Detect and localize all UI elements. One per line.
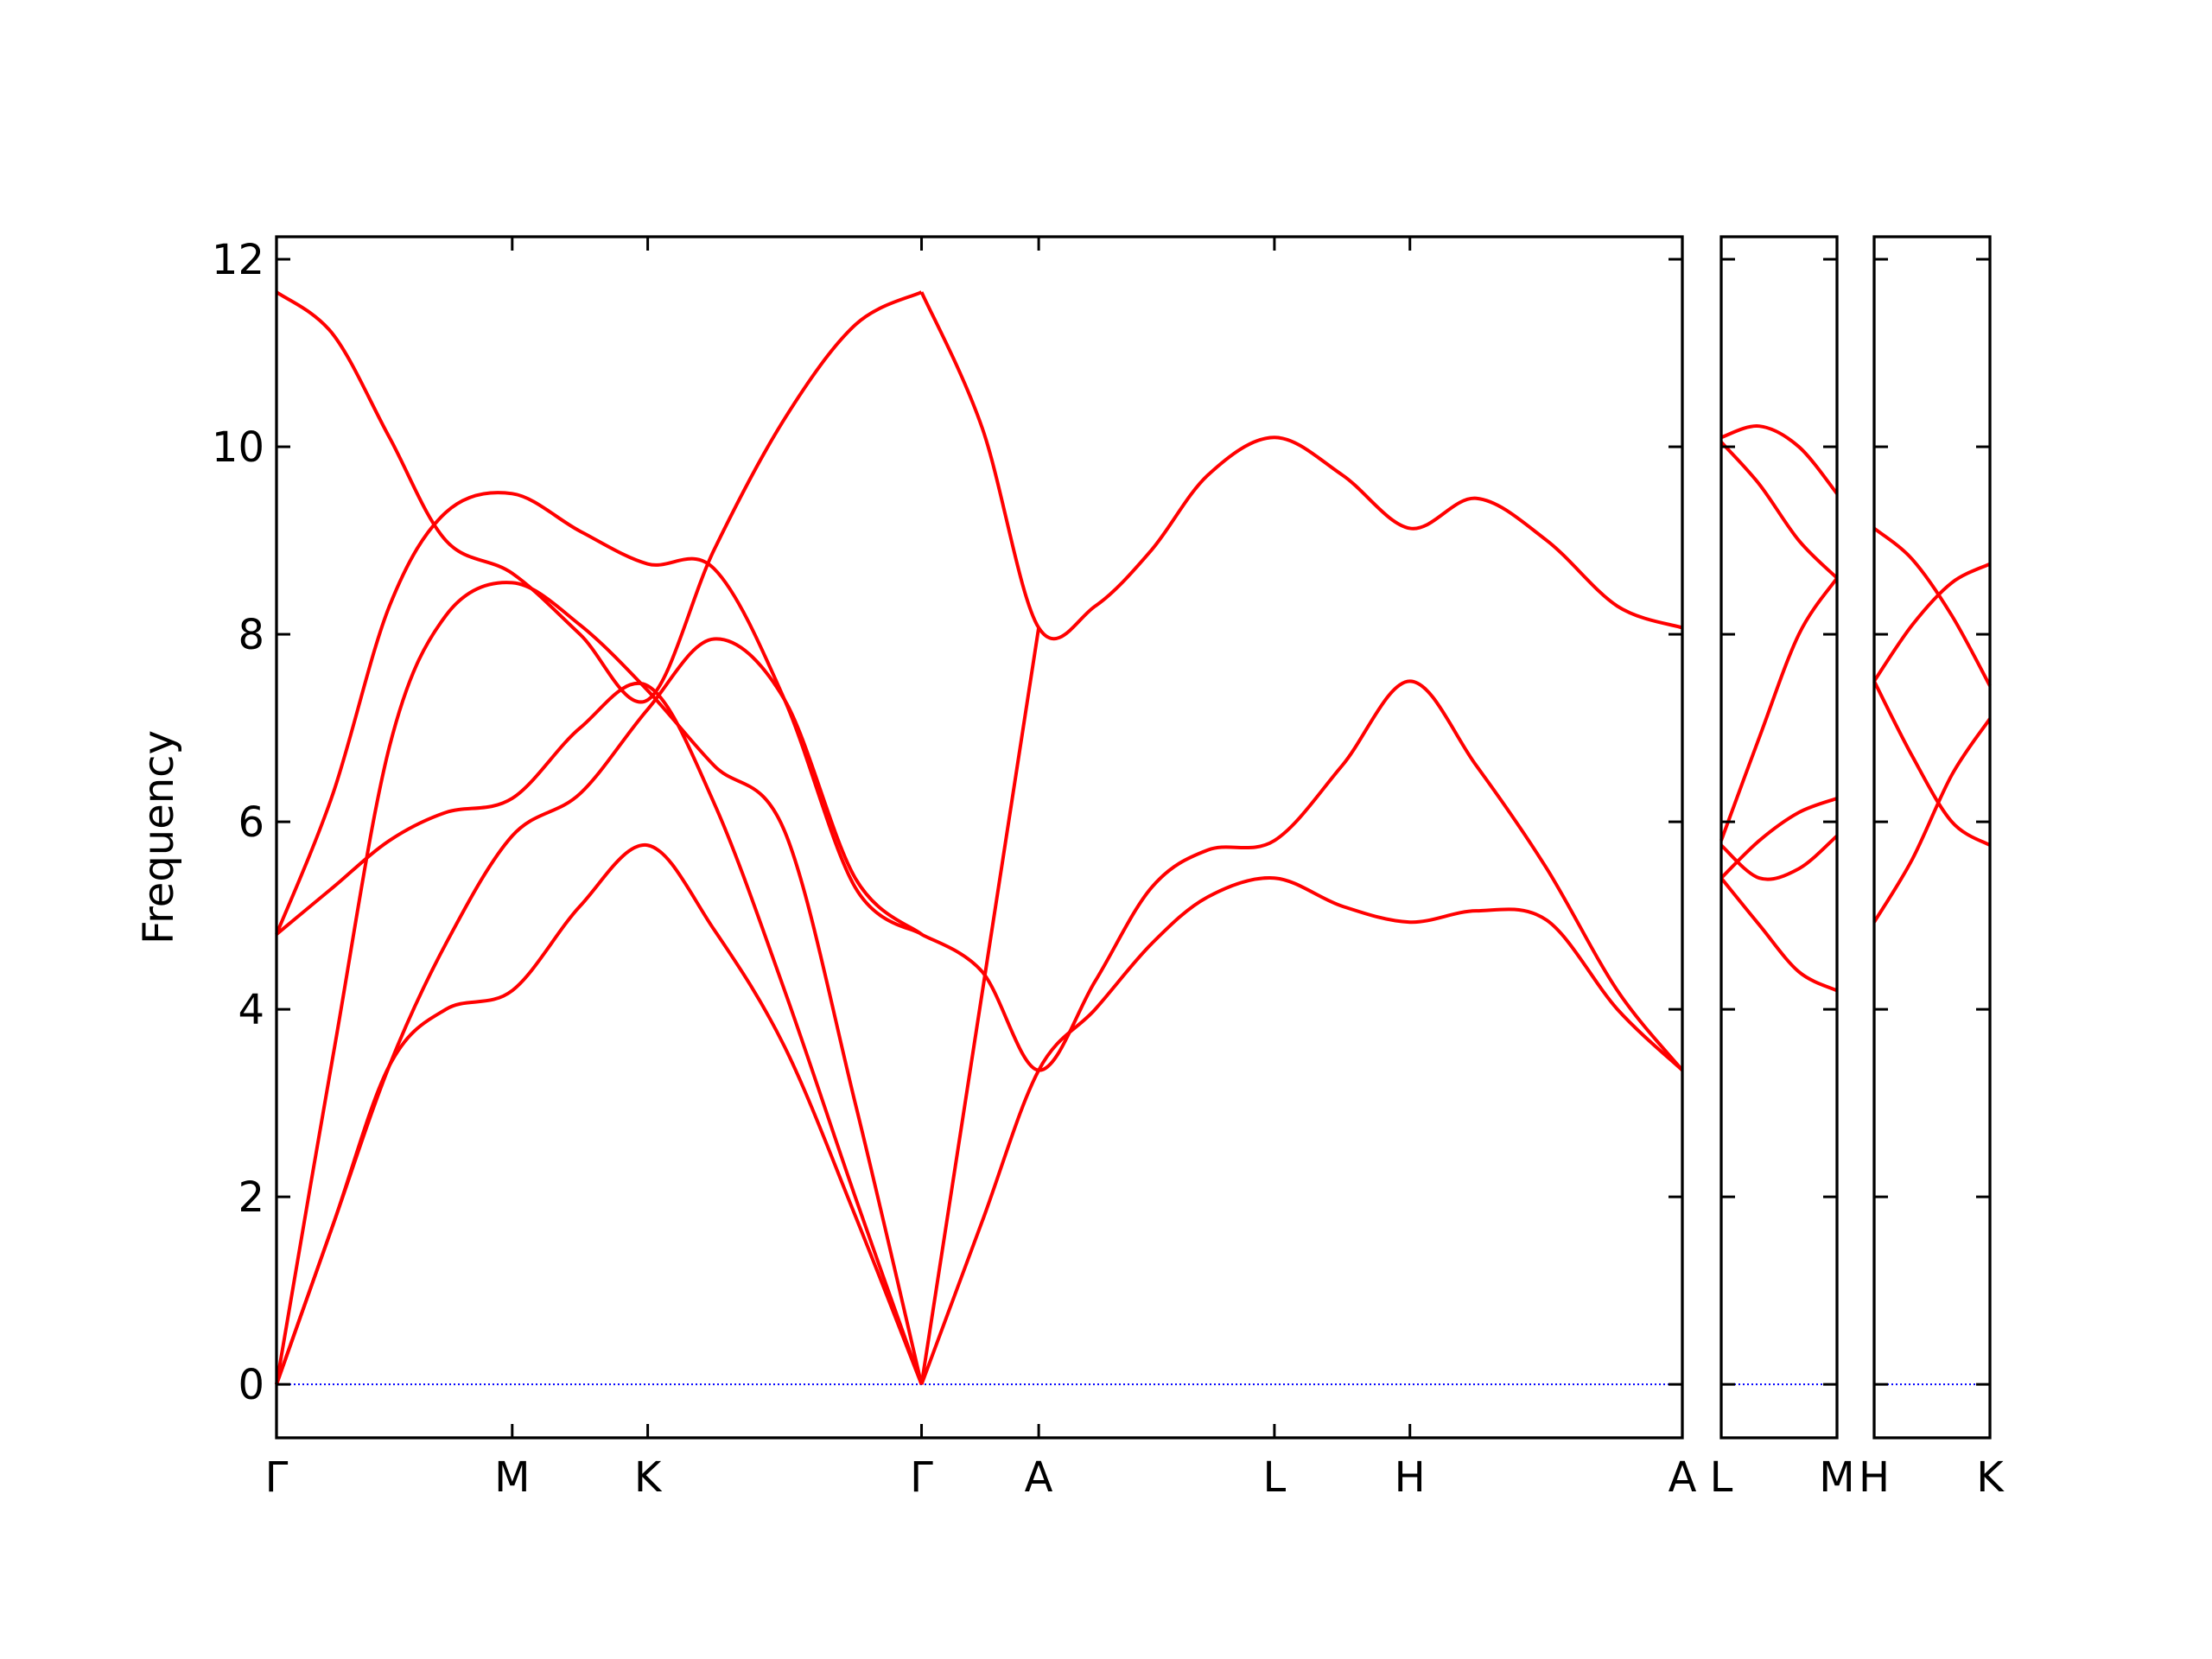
plot-frame: [1719, 235, 1839, 1440]
plot-frame: [1872, 235, 1992, 1440]
band-line: [275, 637, 923, 1385]
band-line: [1872, 562, 1991, 683]
band-line: [1872, 526, 1992, 687]
x-tick-label: A: [1669, 1453, 1697, 1502]
x-tick-label: A: [1025, 1453, 1053, 1502]
x-tick-label: L: [1263, 1453, 1287, 1502]
x-tick-label: Γ: [265, 1453, 289, 1502]
band-line: [920, 679, 1684, 1072]
x-tick-label: H: [1395, 1453, 1426, 1502]
y-tick-label: 10: [212, 423, 264, 472]
x-tick-label: M: [494, 1453, 530, 1502]
band-line: [1872, 680, 1992, 847]
y-tick-label: 0: [238, 1361, 264, 1409]
band-line: [275, 581, 924, 1385]
band-line: [275, 290, 923, 704]
x-tick-label: Γ: [910, 1453, 933, 1502]
y-tick-label: 2: [238, 1173, 264, 1222]
plot-frame: [275, 235, 1684, 1440]
band-line: [1719, 876, 1838, 993]
x-tick-label: K: [634, 1453, 663, 1502]
x-tick-label: M: [1819, 1453, 1854, 1502]
y-tick-label: 12: [212, 236, 264, 284]
band-line: [1719, 834, 1839, 881]
x-tick-label: K: [1976, 1453, 2005, 1502]
band-line: [275, 491, 923, 937]
band-line: [919, 291, 1683, 641]
y-tick-label: 6: [238, 798, 264, 847]
band-line: [1872, 717, 1992, 924]
band-line: [1719, 441, 1839, 580]
x-tick-label: L: [1710, 1453, 1733, 1502]
band-line: [919, 876, 1684, 1385]
band-line: [1719, 576, 1839, 842]
y-axis-label: Frequency: [135, 730, 183, 944]
band-line: [275, 843, 924, 1385]
band-line: [275, 681, 924, 1385]
band-line: [1719, 797, 1838, 880]
x-tick-label: H: [1859, 1453, 1890, 1502]
band-line: [919, 627, 1041, 1385]
band-line: [1720, 424, 1839, 495]
y-tick-label: 4: [238, 986, 264, 1034]
y-tick-label: 8: [238, 611, 264, 659]
